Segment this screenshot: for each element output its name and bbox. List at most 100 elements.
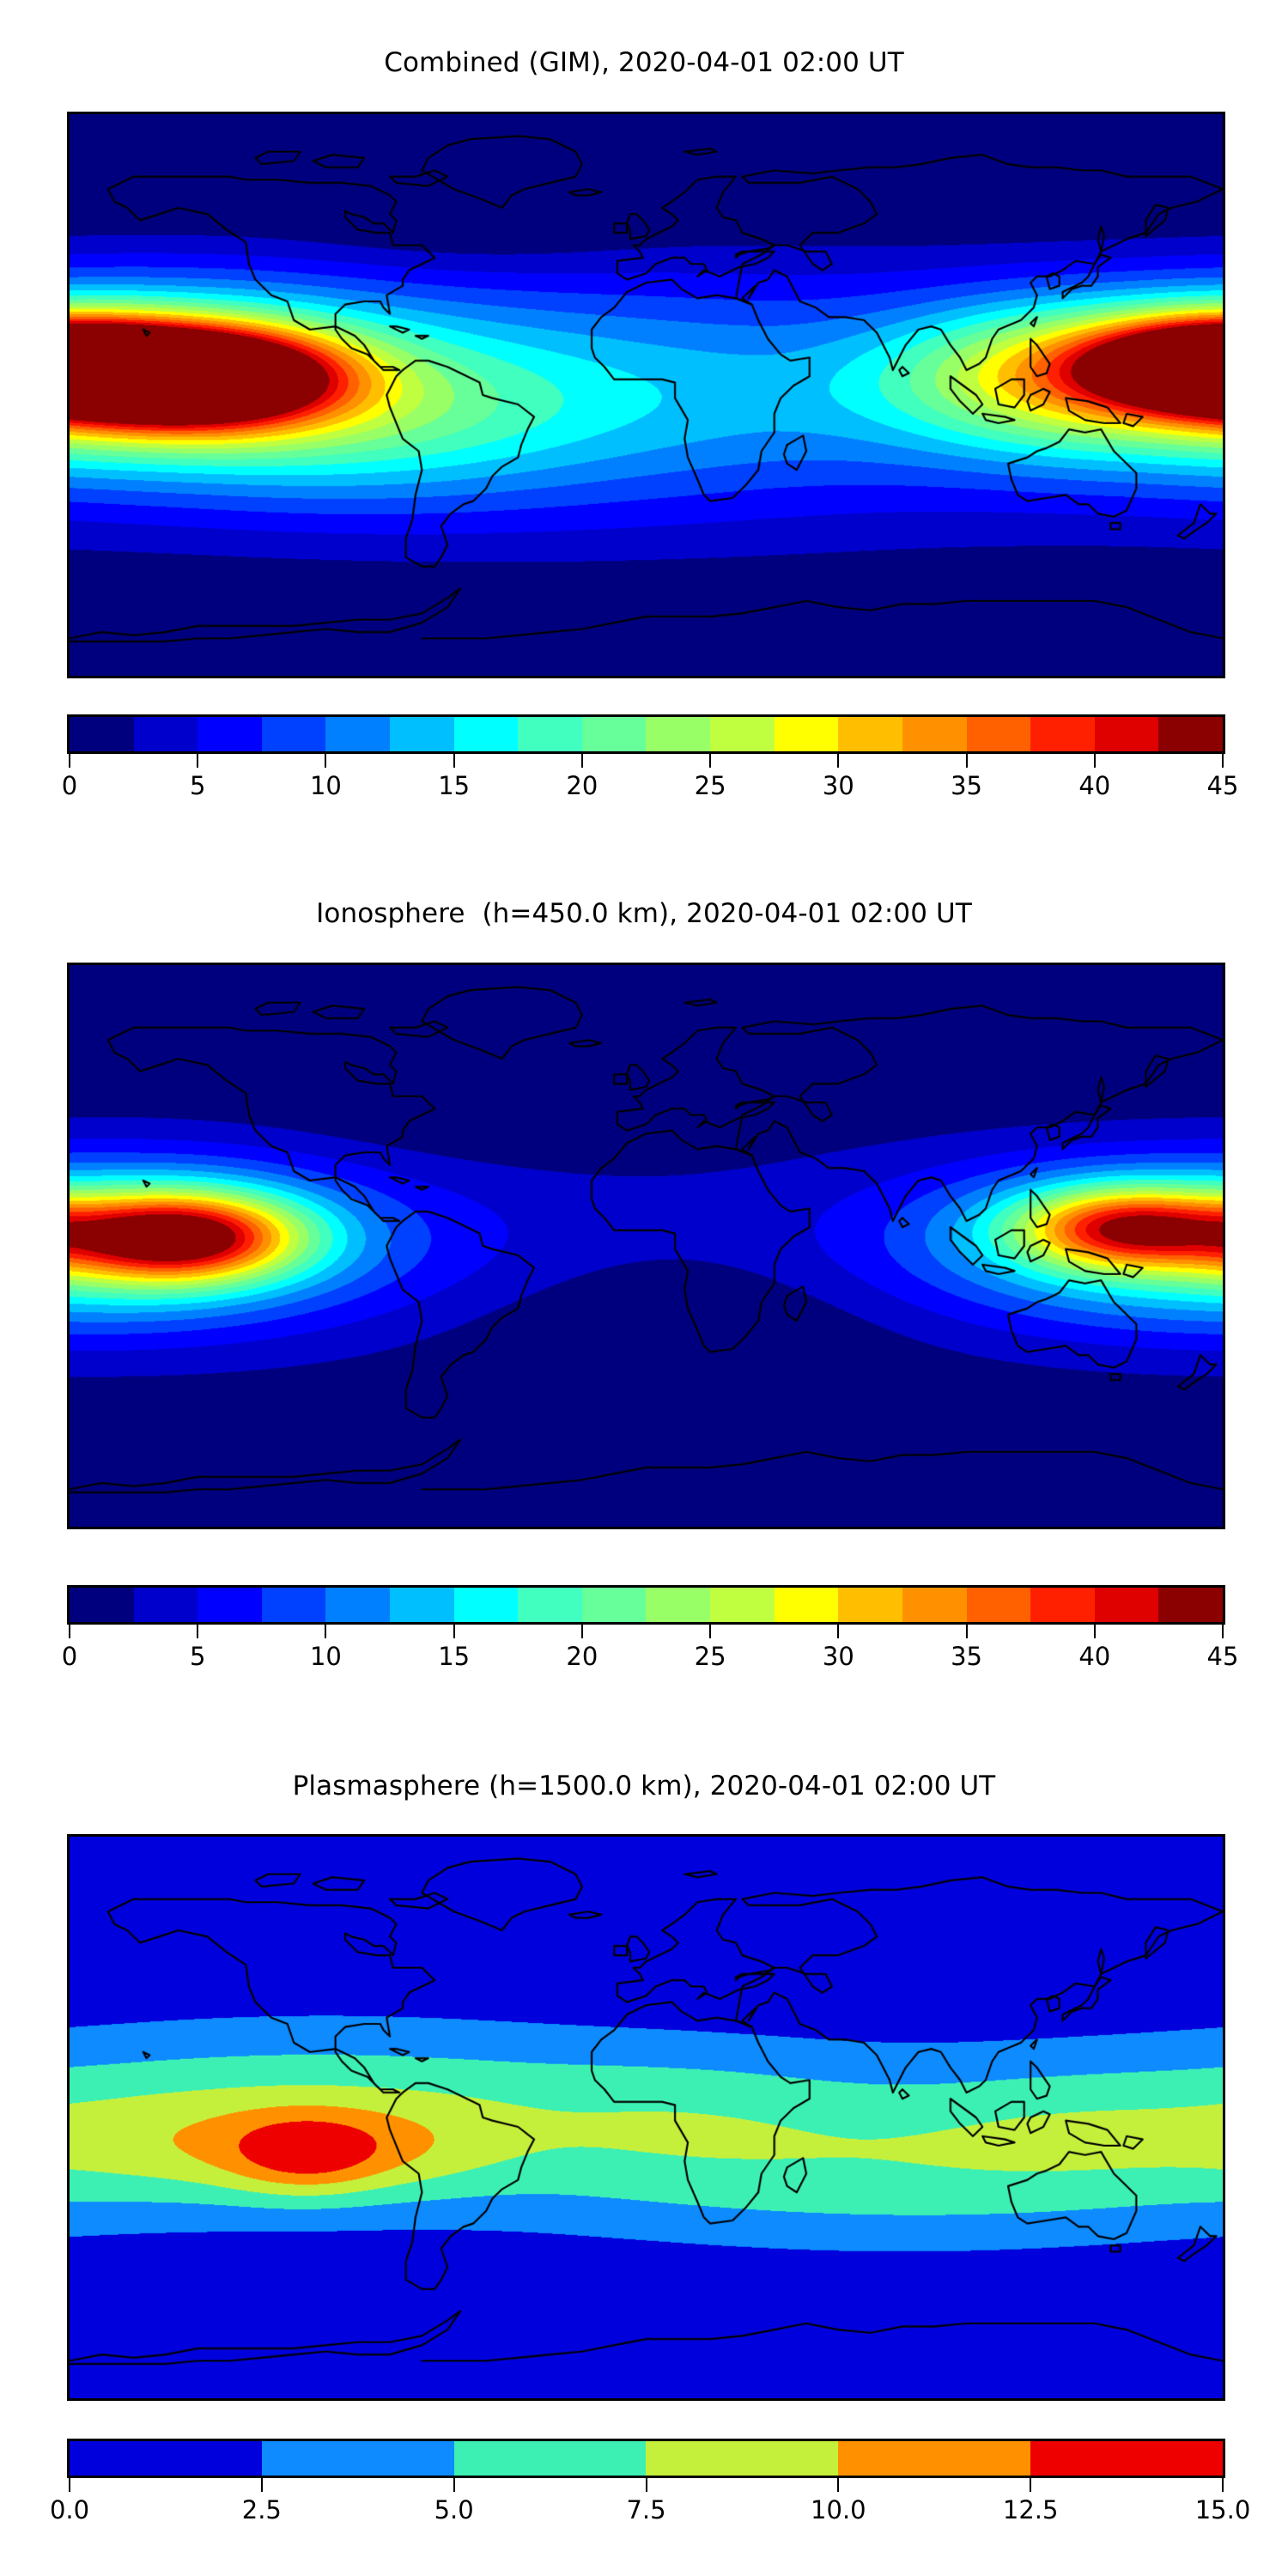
colorbar-tick — [1093, 754, 1096, 768]
colorbar-tick-label: 20 — [566, 771, 598, 800]
colorbar-segment — [838, 2441, 1031, 2476]
colorbar-segment — [774, 1588, 839, 1622]
colorbar-tick — [709, 754, 712, 768]
colorbar-tick-label: 15 — [438, 771, 471, 800]
colorbar-tick — [453, 2478, 455, 2492]
colorbar-labels-plasmasphere: 0.0 2.5 5.0 7.5 10.0 12.5 15.0 — [50, 2494, 1250, 2528]
panel-combined-gim: Combined (GIM), 2020-04-01 02:00 UT 0 5 10… — [0, 0, 1288, 859]
colorbar-segment — [325, 1588, 391, 1622]
colorbar-segment — [838, 717, 902, 751]
panel-ionosphere: Ionosphere (h=450.0 km), 2020-04-01 02:0… — [0, 872, 1288, 1731]
colorbar-ticks-combined-gim — [67, 754, 1225, 769]
colorbar-segment — [390, 717, 454, 751]
colorbar-tick-label: 12.5 — [1002, 2495, 1059, 2524]
colorbar-segment — [1030, 1588, 1095, 1622]
panel-title-plasmasphere: Plasmasphere (h=1500.0 km), 2020-04-01 0… — [292, 1771, 996, 1801]
colorbar-tick — [69, 754, 70, 768]
colorbar-segment — [581, 1588, 647, 1622]
colorbar-segment — [966, 1588, 1031, 1622]
map-axes-combined-gim — [67, 112, 1225, 678]
colorbar-segment — [197, 1588, 262, 1622]
colorbar-tick-label: 5 — [189, 771, 206, 800]
colorbar-ticks-ionosphere — [67, 1625, 1225, 1640]
colorbar-tick — [1222, 2478, 1224, 2492]
colorbar-tick-label: 15.0 — [1194, 2495, 1251, 2524]
colorbar-segment — [133, 717, 198, 751]
colorbar-tick — [837, 1625, 840, 1638]
colorbar-combined-gim: 0 5 10 15 20 25 30 35 40 45 — [62, 714, 1238, 804]
panel-plasmasphere: Plasmasphere (h=1500.0 km), 2020-04-01 0… — [0, 1745, 1288, 2576]
colorbar-tick-label: 35 — [951, 771, 982, 800]
colorbar-tick — [69, 1625, 70, 1638]
colorbar-tick-label: 25 — [694, 771, 726, 800]
colorbar-tick — [837, 2478, 840, 2492]
colorbar-segment — [453, 2441, 647, 2476]
colorbar-tick — [709, 1625, 712, 1638]
colorbar-tick — [453, 754, 455, 768]
colorbar-segment — [133, 1588, 198, 1622]
colorbar-segment — [774, 717, 839, 751]
colorbar-segment — [646, 2441, 839, 2476]
colorbar-gradient-combined-gim — [67, 714, 1225, 754]
colorbar-segment — [1158, 1588, 1223, 1622]
colorbar-segment — [70, 1588, 134, 1622]
colorbar-tick-label: 5.0 — [434, 2495, 474, 2524]
colorbar-segment — [325, 717, 391, 751]
colorbar-segment — [261, 1588, 326, 1622]
colorbar-segment — [581, 717, 647, 751]
colorbar-tick — [1222, 754, 1224, 768]
colorbar-ionosphere: 0 5 10 15 20 25 30 35 40 45 — [62, 1585, 1238, 1674]
colorbar-tick — [1093, 1625, 1096, 1638]
colorbar-gradient-ionosphere — [67, 1585, 1225, 1625]
colorbar-tick — [1222, 1625, 1224, 1638]
colorbar-segment — [518, 717, 582, 751]
colorbar-tick — [260, 2478, 263, 2492]
colorbar-tick-label: 10 — [309, 771, 342, 800]
colorbar-tick-label: 20 — [566, 1642, 598, 1671]
colorbar-tick-label: 40 — [1078, 1642, 1111, 1671]
colorbar-tick-label: 15 — [438, 1642, 471, 1671]
colorbar-ticks-plasmasphere — [67, 2478, 1225, 2494]
map-contour-plasmasphere — [70, 1837, 1223, 2398]
colorbar-tick — [197, 1625, 199, 1638]
colorbar-plasmasphere: 0.0 2.5 5.0 7.5 10.0 12.5 15.0 — [50, 2439, 1250, 2528]
colorbar-segment — [710, 1588, 775, 1622]
colorbar-segment — [70, 2441, 262, 2476]
colorbar-segment — [1094, 717, 1159, 751]
colorbar-tick — [580, 1625, 583, 1638]
colorbar-tick — [325, 754, 327, 768]
colorbar-segment — [518, 1588, 582, 1622]
colorbar-tick-label: 0 — [61, 1642, 78, 1671]
map-axes-plasmasphere — [67, 1834, 1225, 2401]
colorbar-segment — [646, 1588, 711, 1622]
colorbar-tick-label: 0.0 — [49, 2495, 90, 2524]
colorbar-tick-label: 10 — [309, 1642, 342, 1671]
colorbar-tick — [197, 754, 199, 768]
colorbar-segment — [1030, 717, 1095, 751]
colorbar-segment — [453, 1588, 519, 1622]
colorbar-tick-label: 40 — [1078, 771, 1111, 800]
colorbar-tick-label: 25 — [694, 1642, 726, 1671]
map-contour-combined-gim — [70, 114, 1223, 676]
colorbar-tick-label: 2.5 — [241, 2495, 282, 2524]
colorbar-tick-label: 7.5 — [626, 2495, 666, 2524]
colorbar-segment — [646, 717, 711, 751]
colorbar-tick — [965, 1625, 968, 1638]
colorbar-segment — [1094, 1588, 1159, 1622]
colorbar-tick-label: 45 — [1206, 1642, 1239, 1671]
colorbar-segment — [261, 2441, 454, 2476]
colorbar-segment — [70, 717, 134, 751]
colorbar-segment — [966, 717, 1031, 751]
colorbar-segment — [902, 717, 967, 751]
colorbar-tick-label: 10.0 — [811, 2495, 866, 2524]
colorbar-tick — [453, 1625, 455, 1638]
colorbar-segment — [261, 717, 326, 751]
colorbar-tick-label: 0 — [61, 771, 78, 800]
colorbar-segment — [1158, 717, 1223, 751]
colorbar-segment — [453, 717, 519, 751]
colorbar-tick — [325, 1625, 327, 1638]
colorbar-segment — [902, 1588, 967, 1622]
colorbar-tick-label: 35 — [951, 1642, 982, 1671]
colorbar-tick-label: 30 — [822, 771, 854, 800]
